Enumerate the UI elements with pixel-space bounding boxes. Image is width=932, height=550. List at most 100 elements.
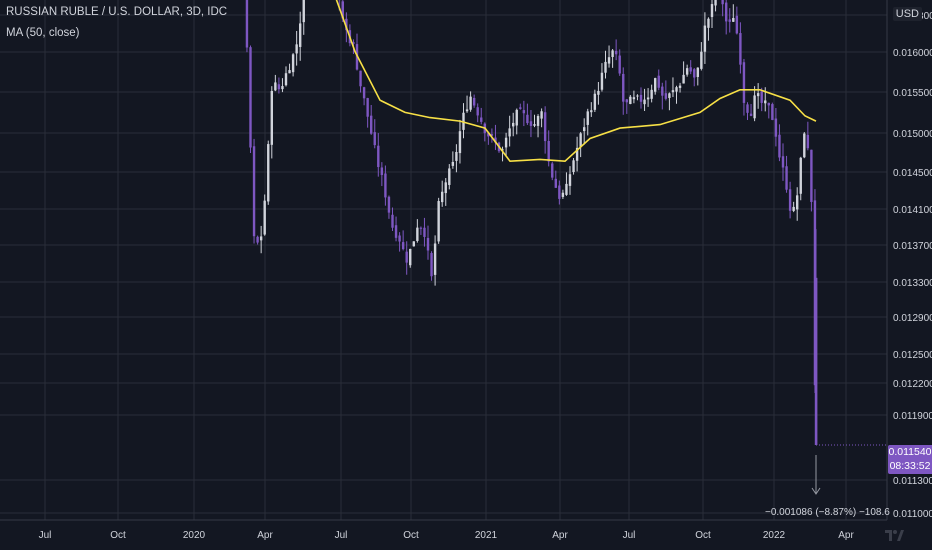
candle-body	[796, 195, 799, 210]
tradingview-logo-icon[interactable]	[884, 527, 904, 543]
candle-body	[739, 33, 742, 65]
candle-body	[753, 95, 756, 119]
candle-body	[299, 23, 302, 47]
candle-body	[700, 51, 703, 69]
candle-body	[767, 102, 770, 106]
candle-body	[302, 0, 305, 23]
candle-body	[764, 100, 767, 104]
candle-body	[472, 97, 476, 106]
candle-body	[423, 227, 426, 237]
candle-body	[448, 168, 451, 185]
x-tick-label: Apr	[257, 530, 273, 541]
candle-body	[451, 161, 455, 166]
candle-body	[685, 68, 689, 75]
candle-body	[409, 248, 412, 266]
candle-body	[455, 151, 458, 161]
y-tick-label: 0.011300	[893, 476, 932, 487]
candle-body	[288, 70, 291, 74]
candle-body	[611, 50, 614, 58]
candle-body	[430, 253, 433, 277]
candle-body	[586, 111, 589, 125]
candle-body	[490, 134, 494, 136]
candle-body	[579, 133, 582, 147]
candle-body	[469, 96, 472, 110]
candle-body	[380, 167, 384, 176]
candle-body	[391, 214, 394, 228]
x-tick-label: Apr	[552, 530, 568, 541]
candle-body	[707, 18, 710, 28]
candle-body	[291, 54, 295, 73]
y-tick-label: 0.014500	[893, 168, 932, 179]
candle-body	[742, 62, 746, 103]
y-tick-label: 0.015500	[893, 88, 932, 99]
candle-body	[749, 113, 753, 116]
candle-body	[785, 166, 788, 190]
candle-body	[504, 137, 508, 148]
y-tick-label: 0.012500	[893, 350, 932, 361]
candle-body	[632, 97, 636, 100]
candle-body	[746, 104, 749, 113]
candle-body	[401, 242, 405, 250]
candle-body	[799, 157, 802, 194]
candle-body	[714, 0, 717, 6]
candle-body	[760, 91, 763, 103]
y-tick-label: 0.013300	[893, 278, 932, 289]
candle-body	[515, 109, 518, 126]
y-tick-label: 0.013700	[893, 241, 932, 252]
candle-body	[771, 104, 774, 120]
candle-body	[568, 174, 572, 186]
legend-ma: MA (50, close)	[6, 27, 80, 39]
candle-body	[561, 192, 565, 197]
candle-body	[675, 87, 678, 92]
candle-body	[593, 93, 597, 110]
last-price: 0.011540	[888, 446, 932, 458]
y-tick-label: 0.011000	[893, 509, 932, 520]
candle-body	[735, 15, 739, 34]
candle-body	[433, 243, 437, 275]
candle-body	[437, 201, 440, 242]
currency-label[interactable]: USD	[892, 7, 922, 21]
candle-body	[366, 98, 369, 117]
x-tick-label: 2022	[763, 530, 786, 541]
y-tick-label: 0.012900	[893, 313, 932, 324]
legend-title: RUSSIAN RUBLE / U.S. DOLLAR, 3D, IDC	[6, 6, 228, 18]
candle-body	[419, 227, 423, 229]
candle-body	[778, 134, 781, 158]
x-tick-label: Oct	[695, 530, 711, 541]
candle-body	[543, 112, 547, 142]
candle-body	[359, 70, 362, 87]
candle-body	[416, 227, 419, 241]
candle-body	[725, 2, 728, 22]
x-tick-label: Jul	[39, 530, 52, 541]
candle-body	[270, 90, 273, 145]
candle-body	[263, 200, 266, 235]
candle-body	[480, 117, 483, 122]
candle-body	[398, 235, 401, 242]
candle-body	[540, 111, 543, 119]
measure-arrowhead	[811, 487, 821, 495]
y-tick-label: 0.014100	[893, 205, 932, 216]
x-tick-label: 2020	[183, 530, 206, 541]
candle-body	[792, 206, 795, 211]
candle-body	[583, 127, 586, 132]
candle-body	[476, 107, 479, 116]
candle-body	[444, 182, 447, 194]
measure-label: −0.001086 (−8.87%) −108.6	[765, 507, 890, 518]
x-tick-label: Oct	[110, 530, 126, 541]
candle-body	[245, 0, 249, 48]
candle-body	[671, 90, 675, 93]
candle-body	[639, 94, 643, 102]
candle-body	[426, 237, 430, 251]
candle-body	[604, 61, 607, 73]
candle-body	[657, 75, 660, 88]
candle-body	[806, 134, 810, 149]
candle-body	[259, 236, 263, 241]
x-tick-label: Apr	[838, 530, 854, 541]
candle-body	[252, 146, 256, 237]
candle-body	[721, 0, 724, 5]
candle-body	[345, 18, 348, 31]
y-tick-label: 0.012200	[893, 379, 932, 390]
y-tick-label: 0.015000	[893, 129, 932, 140]
candle-body	[696, 67, 699, 77]
